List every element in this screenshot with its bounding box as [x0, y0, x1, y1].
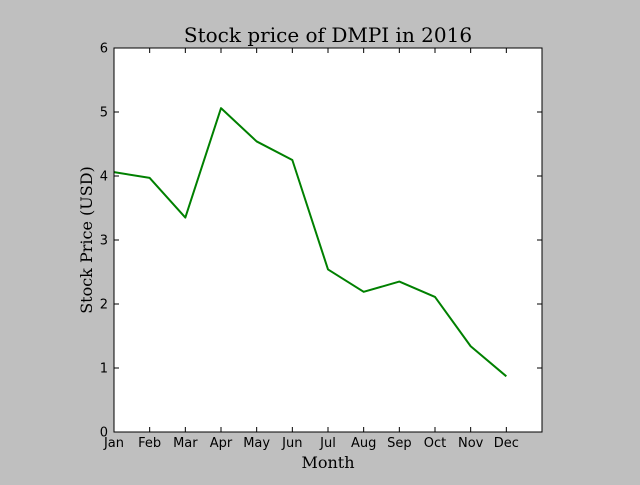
- chart-title: Stock price of DMPI in 2016: [184, 23, 472, 47]
- x-axis-label: Month: [301, 453, 354, 472]
- x-tick-label: Apr: [210, 436, 233, 451]
- y-axis-label: Stock Price (USD): [77, 166, 96, 314]
- x-tick-label: Oct: [424, 436, 446, 451]
- x-tick-label: Jul: [319, 436, 336, 451]
- y-tick-label: 5: [100, 106, 108, 121]
- x-tick-label: Feb: [138, 436, 161, 451]
- x-tick-label: Sep: [387, 436, 412, 451]
- x-tick-label: Nov: [458, 436, 484, 451]
- y-tick-label: 1: [100, 362, 108, 377]
- y-tick-label: 4: [100, 170, 108, 185]
- x-tick-label: Aug: [351, 436, 376, 451]
- plot-area: [114, 48, 542, 432]
- x-tick-label: Mar: [173, 436, 198, 451]
- y-tick-label: 2: [100, 298, 108, 313]
- x-tick-label: Dec: [494, 436, 519, 451]
- x-tick-label: Jun: [281, 436, 302, 451]
- x-tick-label: Jan: [103, 436, 124, 451]
- y-tick-label: 6: [100, 42, 108, 57]
- y-tick-label: 3: [100, 234, 108, 249]
- x-tick-label: May: [243, 436, 270, 451]
